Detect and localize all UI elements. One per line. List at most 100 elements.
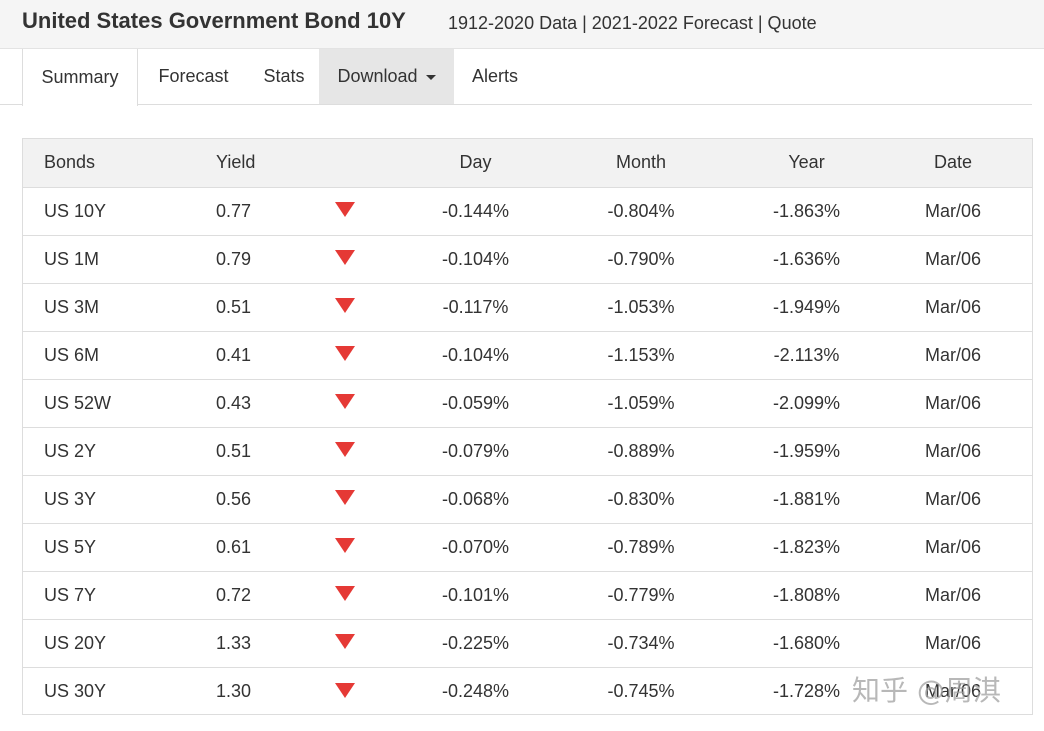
down-triangle-icon [335, 682, 355, 698]
column-header-direction [328, 139, 408, 188]
watermark: 知乎 @周淇 [852, 674, 1001, 707]
yield-value: 0.79 [216, 235, 328, 284]
direction-cell [328, 523, 408, 572]
yield-value: 0.51 [216, 283, 328, 332]
yield-value: 0.41 [216, 331, 328, 380]
down-triangle-icon [335, 586, 355, 602]
date-value: Mar/06 [874, 475, 1032, 524]
day-change: -0.248% [441, 680, 510, 701]
year-change: -1.949% [739, 283, 874, 332]
date-value: Mar/06 [874, 187, 1032, 236]
bonds-table-container: Bonds Yield Day Month Year Date US 10Y 0.… [22, 138, 1033, 715]
direction-cell [328, 667, 408, 715]
tab-bar-divider-left [0, 104, 22, 105]
bond-name-link[interactable]: US 7Y [23, 571, 216, 620]
bonds-table: Bonds Yield Day Month Year Date US 10Y 0.… [23, 139, 1032, 715]
date-value: Mar/06 [874, 235, 1032, 284]
column-header-month[interactable]: Month [543, 139, 739, 188]
yield-value: 0.72 [216, 571, 328, 620]
table-row[interactable]: US 3M 0.51 -0.117% -1.053% -1.949% Mar/06 [23, 283, 1032, 332]
date-value: Mar/06 [874, 331, 1032, 380]
column-header-year[interactable]: Year [739, 139, 874, 188]
month-change: -0.734% [543, 619, 739, 668]
column-header-bonds[interactable]: Bonds [23, 139, 216, 188]
table-row[interactable]: US 7Y 0.72 -0.101% -0.779% -1.808% Mar/06 [23, 571, 1032, 620]
direction-cell [328, 235, 408, 284]
date-value: Mar/06 [924, 680, 982, 701]
bond-name-link[interactable]: US 5Y [23, 523, 216, 572]
tab-alerts[interactable]: Alerts [454, 49, 536, 104]
day-change: -0.144% [408, 187, 543, 236]
direction-cell [328, 475, 408, 524]
year-change: -2.113% [739, 331, 874, 380]
tab-summary[interactable]: Summary [22, 49, 138, 106]
bond-name-link[interactable]: US 3Y [23, 475, 216, 524]
column-header-day[interactable]: Day [408, 139, 543, 188]
direction-cell [328, 283, 408, 332]
yield-value: 0.61 [216, 523, 328, 572]
date-value: Mar/06 [874, 571, 1032, 620]
direction-cell [328, 571, 408, 620]
year-change: -1.959% [739, 427, 874, 476]
bond-name-link[interactable]: US 1M [23, 235, 216, 284]
direction-cell [328, 427, 408, 476]
year-change: -1.823% [739, 523, 874, 572]
date-value: Mar/06 [874, 379, 1032, 428]
month-change: -0.789% [543, 523, 739, 572]
bond-name-link[interactable]: US 30Y [44, 680, 107, 701]
bond-name-link[interactable]: US 10Y [23, 187, 216, 236]
bond-name-link[interactable]: US 3M [23, 283, 216, 332]
table-row[interactable]: US 5Y 0.61 -0.070% -0.789% -1.823% Mar/06 [23, 523, 1032, 572]
column-header-date[interactable]: Date [874, 139, 1032, 188]
day-change: -0.070% [408, 523, 543, 572]
down-triangle-icon [335, 442, 355, 458]
table-body: US 10Y 0.77 -0.144% -0.804% -1.863% Mar/06 US … [23, 187, 1032, 715]
down-triangle-icon [335, 346, 355, 362]
bond-name-link[interactable]: US 20Y [23, 619, 216, 668]
day-change: -0.117% [408, 283, 543, 332]
day-change: -0.101% [408, 571, 543, 620]
bond-name-link[interactable]: US 52W [23, 379, 216, 428]
table-row[interactable]: US 6M 0.41 -0.104% -1.153% -2.113% Mar/06 [23, 331, 1032, 380]
yield-value: 0.56 [216, 475, 328, 524]
table-row[interactable]: US 52W 0.43 -0.059% -1.059% -2.099% Mar/06 [23, 379, 1032, 428]
page-title: United States Government Bond 10Y [22, 8, 406, 33]
month-change: -0.790% [543, 235, 739, 284]
table-row[interactable]: US 10Y 0.77 -0.144% -0.804% -1.863% Mar/06 [23, 187, 1032, 236]
down-triangle-icon [335, 634, 355, 650]
day-change: -0.104% [408, 331, 543, 380]
direction-cell [328, 187, 408, 236]
tab-download[interactable]: Download [319, 49, 454, 104]
day-change: -0.079% [408, 427, 543, 476]
table-row[interactable]: US 2Y 0.51 -0.079% -0.889% -1.959% Mar/06 [23, 427, 1032, 476]
down-triangle-icon [335, 250, 355, 266]
year-change: -1.680% [739, 619, 874, 668]
column-header-yield[interactable]: Yield [216, 139, 328, 188]
bond-name-link[interactable]: US 2Y [23, 427, 216, 476]
year-change: -1.863% [739, 187, 874, 236]
yield-value: 0.43 [216, 379, 328, 428]
yield-value: 1.30 [216, 680, 252, 701]
year-change: -1.808% [739, 571, 874, 620]
yield-value: 0.77 [216, 187, 328, 236]
month-change: -0.745% [607, 680, 675, 701]
table-row[interactable]: US 3Y 0.56 -0.068% -0.830% -1.881% Mar/06 [23, 475, 1032, 524]
tab-forecast-label: Forecast [158, 66, 229, 86]
table-row[interactable]: US 30Y 1.30 -0.248% -0.745% -1.728% Mar/06 [23, 667, 1032, 715]
bond-name-link[interactable]: US 6M [23, 331, 216, 380]
down-triangle-icon [335, 202, 355, 218]
direction-cell [328, 331, 408, 380]
down-triangle-icon [335, 298, 355, 314]
year-change: -2.099% [739, 379, 874, 428]
date-value: Mar/06 [874, 619, 1032, 668]
date-value: Mar/06 [874, 283, 1032, 332]
table-row[interactable]: US 20Y 1.33 -0.225% -0.734% -1.680% Mar/06 [23, 619, 1032, 668]
day-change: -0.225% [408, 619, 543, 668]
month-change: -0.830% [543, 475, 739, 524]
caret-down-icon [425, 75, 436, 80]
table-row[interactable]: US 1M 0.79 -0.104% -0.790% -1.636% Mar/06 [23, 235, 1032, 284]
tab-summary-label: Summary [41, 67, 119, 87]
down-triangle-icon [335, 394, 355, 410]
tab-forecast[interactable]: Forecast [138, 49, 249, 104]
tab-stats[interactable]: Stats [249, 49, 319, 104]
